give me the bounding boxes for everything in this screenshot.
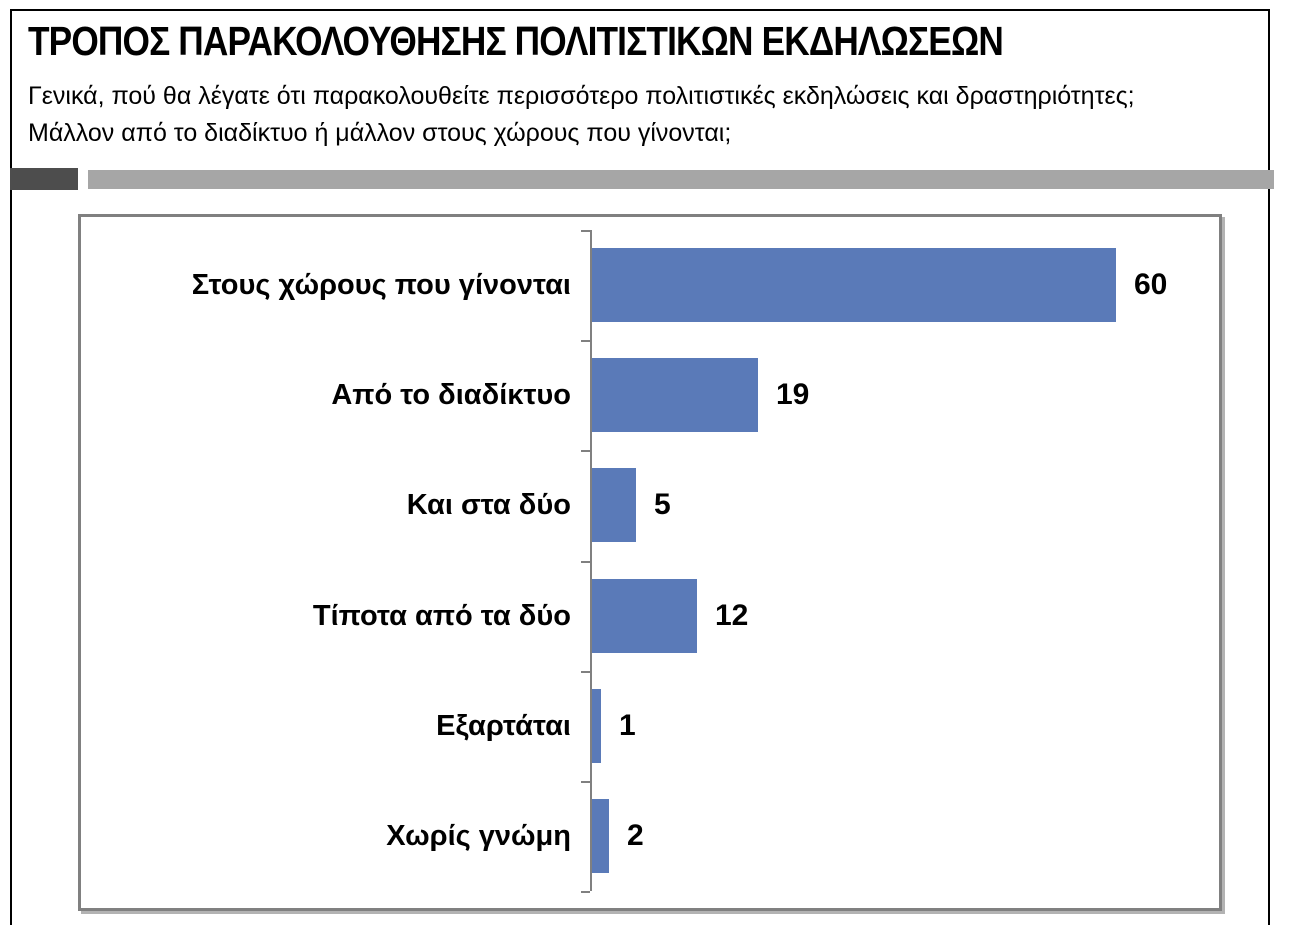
chart-row: Εξαρτάται 1	[81, 671, 1219, 781]
axis-tick	[581, 891, 590, 893]
category-label: Στους χώρους που γίνονται	[191, 268, 571, 301]
divider-accent-dark	[10, 168, 78, 190]
axis-tick	[581, 340, 590, 342]
axis-tick	[581, 561, 590, 563]
page-title: ΤΡΟΠΟΣ ΠΑΡΑΚΟΛΟΥΘΗΣΗΣ ΠΟΛΙΤΙΣΤΙΚΩΝ ΕΚΔΗΛ…	[28, 18, 1004, 64]
category-label: Από το διαδίκτυο	[331, 378, 571, 411]
axis-tick	[581, 230, 590, 232]
chart-row: Στους χώρους που γίνονται 60	[81, 230, 1219, 340]
divider-accent-light	[88, 170, 1274, 189]
value-label: 12	[715, 599, 749, 632]
axis-tick	[581, 671, 590, 673]
bar	[592, 468, 636, 542]
category-label: Και στα δύο	[406, 488, 571, 521]
subtitle-line-2: Μάλλον από το διαδίκτυο ή μάλλον στους χ…	[28, 119, 732, 147]
category-axis-line	[590, 230, 592, 891]
bar	[592, 799, 609, 873]
page-subtitle: Γενικά, πού θα λέγατε ότι παρακολουθείτε…	[28, 78, 1135, 152]
category-label: Εξαρτάται	[436, 709, 571, 742]
value-label: 2	[627, 819, 644, 852]
value-label: 5	[654, 488, 671, 521]
bar-chart: Στους χώρους που γίνονται 60 Από το διαδίκ…	[78, 214, 1222, 911]
subtitle-line-1: Γενικά, πού θα λέγατε ότι παρακολουθείτε…	[28, 82, 1135, 110]
axis-tick	[581, 450, 590, 452]
axis-tick	[581, 781, 590, 783]
value-label: 60	[1134, 268, 1168, 301]
chart-row: Χωρίς γνώμη 2	[81, 781, 1219, 891]
bar	[592, 689, 601, 763]
chart-row: Και στα δύο 5	[81, 450, 1219, 560]
bar	[592, 358, 758, 432]
value-label: 1	[619, 709, 636, 742]
chart-row: Από το διαδίκτυο 19	[81, 340, 1219, 450]
bar	[592, 248, 1116, 322]
bar	[592, 579, 697, 653]
value-label: 19	[776, 378, 810, 411]
category-label: Χωρίς γνώμη	[386, 819, 571, 852]
category-label: Τίποτα από τα δύο	[312, 599, 571, 632]
chart-row: Τίποτα από τα δύο 12	[81, 561, 1219, 671]
